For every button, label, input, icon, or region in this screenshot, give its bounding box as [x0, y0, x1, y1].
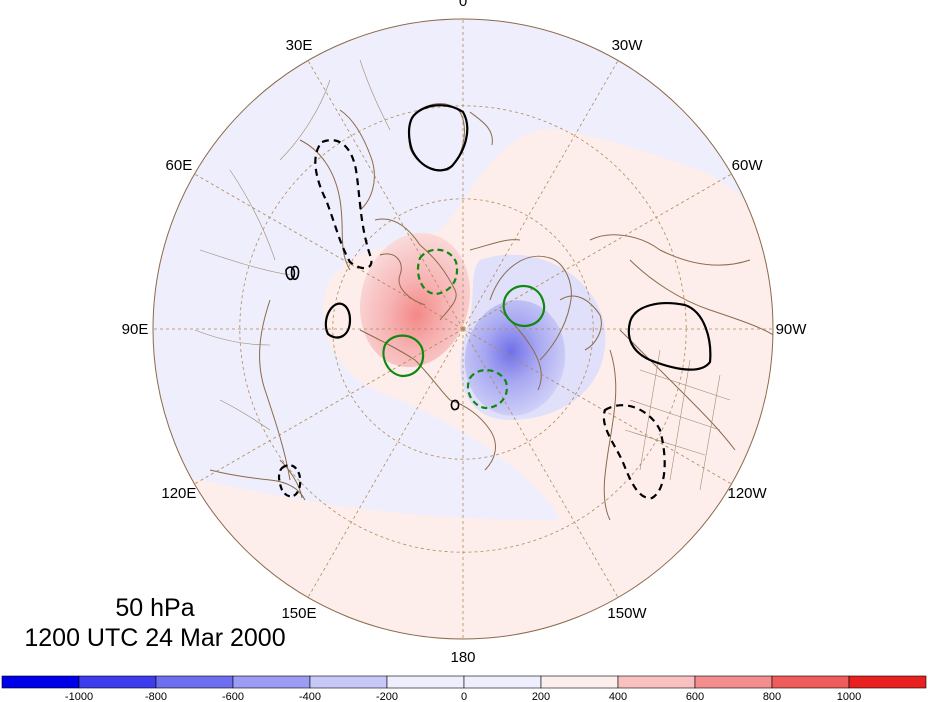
meridian-line: [462, 60, 619, 330]
colorbar-swatch: [309, 675, 388, 689]
colorbar-swatch: [463, 675, 542, 689]
positive-contour: [450, 399, 460, 411]
colorbar-tick-label: 1000: [837, 691, 861, 702]
colorbar-swatch: [1, 675, 80, 689]
longitude-label-150w: 150W: [607, 605, 647, 622]
coastlines: [194, 59, 773, 521]
colorbar-tick-label: -600: [222, 691, 244, 702]
colorbar-tick-label: 600: [686, 691, 704, 702]
colorbar-tick-label: -400: [299, 691, 321, 702]
colorbar-swatch: [540, 675, 619, 689]
longitude-label-60w: 60W: [732, 157, 764, 174]
colorbar-swatch: [617, 675, 696, 689]
meridian-line: [307, 60, 464, 330]
secondary-contour: [466, 369, 508, 410]
colorbar-swatch: [694, 675, 773, 689]
colorbar-tick-label: 400: [609, 691, 627, 702]
positive-contour: [324, 302, 352, 339]
time-label: 1200 UTC 24 Mar 2000: [24, 624, 286, 652]
contours: [277, 104, 712, 500]
secondary-contour: [382, 334, 425, 378]
meridian-line: [462, 328, 619, 598]
longitude-label-30e: 30E: [286, 37, 313, 54]
colorbar-swatch: [848, 675, 927, 689]
secondary-contour: [502, 284, 546, 328]
longitude-label-120w: 120W: [728, 485, 768, 502]
colorbar-swatch: [78, 675, 157, 689]
meridian-line: [462, 173, 732, 330]
secondary-contour: [416, 248, 459, 296]
negative-contour: [277, 464, 302, 498]
graticule: [153, 19, 773, 639]
colorbar-swatch: [155, 675, 234, 689]
colorbar-tick-label: 0: [461, 691, 467, 702]
colorbar-tick-label: 800: [763, 691, 781, 702]
colorbar-tick-label: -800: [145, 691, 167, 702]
longitude-label-90w: 90W: [776, 321, 808, 338]
positive-contour: [407, 104, 469, 172]
longitude-label-60e: 60E: [166, 157, 193, 174]
colorbar-tick-label: -1000: [65, 691, 93, 702]
colorbar-swatch: [771, 675, 850, 689]
negative-contour: [602, 404, 666, 500]
longitude-label-120e: 120E: [161, 485, 196, 502]
meridian-line: [194, 173, 464, 330]
positive-contour: [285, 265, 300, 281]
meridian-line: [462, 328, 732, 485]
latitude-circle: [332, 198, 594, 460]
longitude-label-180: 180: [450, 649, 475, 666]
longitude-label-30w: 30W: [612, 37, 644, 54]
longitude-label-90e: 90E: [122, 321, 149, 338]
longitude-labels: 0 30W 60W 90W 120W 150W 180 150E 120E 90E 60E 30E: [122, 0, 808, 666]
colorbar: -1000 -800 -600 -400 -200 0 200 400 600 800 1000: [1, 675, 927, 702]
longitude-label-0: 0: [459, 0, 467, 10]
colorbar-swatch: [386, 675, 465, 689]
meridian-line: [194, 328, 464, 485]
longitude-label-150e: 150E: [281, 605, 316, 622]
meridian-line: [307, 328, 464, 598]
negative-contour: [314, 139, 373, 270]
level-label: 50 hPa: [115, 594, 195, 622]
colorbar-tick-label: -200: [376, 691, 398, 702]
colorbar-swatch: [232, 675, 311, 689]
positive-contour: [627, 302, 712, 371]
map-boundary: [152, 18, 774, 640]
colorbar-tick-label: 200: [532, 691, 550, 702]
